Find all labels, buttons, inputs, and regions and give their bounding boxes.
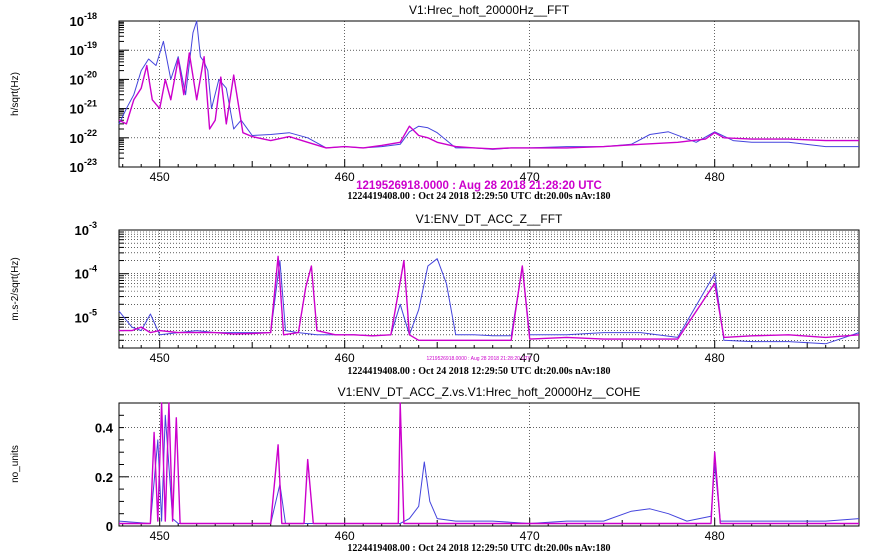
reference-timestamp: 1219526918.0000 : Aug 28 2018 21:28:20 U…: [426, 356, 531, 362]
y-tick-label: 0.4: [95, 421, 114, 436]
x-tick-label: 450: [150, 351, 170, 365]
y-axis-label: m.s-2/sqrt(Hz): [10, 257, 21, 320]
series-reference-line: [119, 402, 859, 525]
x-tick-label: 470: [520, 351, 540, 365]
y-tick-label: 10-3: [75, 220, 97, 238]
x-tick-label: 470: [520, 170, 540, 184]
y-tick-label: 10-4: [75, 264, 97, 282]
x-tick-label: 460: [335, 170, 355, 184]
x-tick-label: 450: [150, 529, 170, 543]
footer-timestamp: 1224419408.00 : Oct 24 2018 12:29:50 UTC…: [347, 191, 610, 202]
plot-frame: [118, 20, 860, 168]
footer-timestamp: 1224419408.00 : Oct 24 2018 12:29:50 UTC…: [347, 543, 610, 554]
x-tick-label: 480: [705, 170, 725, 184]
chart-title: V1:ENV_DT_ACC_Z.vs.V1:Hrec_hoft_20000Hz_…: [338, 385, 641, 399]
y-tick-label: 10-19: [70, 40, 97, 58]
x-tick-label: 480: [705, 351, 725, 365]
y-tick-label: 10-22: [70, 128, 97, 146]
y-tick-label: 10-5: [75, 307, 97, 325]
x-tick-label: 460: [335, 529, 355, 543]
chart-title: V1:Hrec_hoft_20000Hz__FFT: [409, 3, 570, 17]
series-reference-line: [119, 255, 860, 341]
y-tick-label: 0: [106, 519, 113, 534]
y-tick-label: 10-20: [70, 69, 97, 87]
plot-frame: [118, 402, 860, 527]
y-tick-label: 10-23: [70, 157, 97, 175]
x-tick-label: 470: [520, 529, 540, 543]
footer-timestamp: 1224419408.00 : Oct 24 2018 12:29:50 UTC…: [347, 366, 610, 377]
y-tick-label: 0.2: [95, 470, 113, 485]
y-tick-label: 10-21: [70, 99, 97, 117]
panel-1: 450 460 470 480 10-23 10-22 10-21 10-20 10-19 10-…: [10, 3, 860, 202]
x-tick-label: 450: [150, 170, 170, 184]
series-reference-line: [118, 52, 859, 150]
x-tick-label: 460: [335, 351, 355, 365]
reference-timestamp: 1219526918.0000 : Aug 28 2018 21:28:20 U…: [356, 180, 602, 192]
panel-2: 450 460 470 480 10-5 10-4 10-3 V1:ENV_DT_ACC_Z_…: [10, 212, 860, 377]
y-tick-label: 10-18: [70, 11, 97, 29]
plot-frame: [118, 229, 860, 349]
y-axis-label: no_units: [10, 445, 21, 483]
panel-3: 450 460 470 480 0 0.2 0.4 V1:ENV_DT_ACC_Z.vs.V1…: [10, 385, 860, 554]
chart-title: V1:ENV_DT_ACC_Z__FFT: [416, 212, 563, 226]
y-axis-label: h/sqrt(Hz): [10, 72, 21, 116]
x-tick-label: 480: [705, 529, 725, 543]
